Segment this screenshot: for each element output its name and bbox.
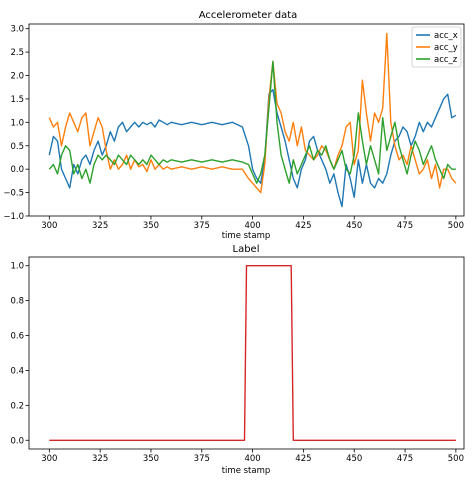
x-tick-label: 325 — [92, 221, 108, 231]
y-tick-label: 0.0 — [10, 436, 24, 446]
x-tick-label: 400 — [244, 454, 260, 464]
series-lines — [49, 265, 456, 441]
y-tick-label: 0.2 — [10, 401, 24, 411]
x-tick-label: 400 — [244, 221, 260, 231]
x-tick-label: 425 — [295, 221, 311, 231]
legend-box — [411, 26, 462, 68]
y-tick-label: 3.0 — [10, 25, 24, 35]
x-tick-label: 425 — [295, 454, 311, 464]
legend: acc_x acc_y acc_z — [411, 26, 462, 68]
x-ticks: 300 325 350 375 400 425 450 475 500 — [41, 449, 464, 464]
legend-label-acc_z: acc_z — [434, 55, 458, 65]
series-lines — [48, 32, 457, 208]
series-line-series-0 — [49, 265, 456, 441]
y-tick-label: 0.4 — [10, 366, 24, 376]
x-tick-label: 325 — [92, 454, 108, 464]
y-tick-label: 0.5 — [10, 142, 24, 152]
x-axis-label: time stamp — [222, 466, 271, 476]
y-tick-label: 0.8 — [10, 297, 24, 307]
x-tick-label: 375 — [194, 221, 210, 231]
plot-frame — [28, 23, 465, 217]
x-axis-label: time stamp — [222, 231, 271, 241]
x-tick-label: 500 — [448, 454, 464, 464]
y-tick-label: 1.5 — [10, 95, 24, 105]
legend-label-acc_x: acc_x — [434, 31, 458, 41]
y-tick-label: 0.6 — [10, 332, 24, 342]
plot-frame — [28, 256, 465, 450]
y-tick-label: −0.5 — [3, 189, 24, 199]
y-tick-label: 0.0 — [10, 165, 24, 175]
y-tick-label: −1.0 — [3, 212, 24, 222]
y-tick-label: 2.0 — [10, 72, 24, 82]
x-tick-label: 375 — [194, 454, 210, 464]
chart-title: Label — [233, 244, 260, 255]
chart-title: Accelerometer data — [199, 10, 298, 21]
x-tick-label: 475 — [397, 454, 413, 464]
x-ticks: 300 325 350 375 400 425 450 475 500 — [41, 216, 464, 231]
y-ticks: 0.0 0.2 0.4 0.6 0.8 1.0 — [10, 262, 29, 446]
x-tick-label: 500 — [448, 221, 464, 231]
x-tick-label: 300 — [41, 221, 57, 231]
x-tick-label: 450 — [346, 221, 362, 231]
y-tick-label: 2.5 — [10, 48, 24, 58]
accelerometer-chart: Accelerometer data 300 325 350 375 400 425 450… — [3, 10, 465, 241]
x-tick-label: 475 — [397, 221, 413, 231]
x-tick-label: 300 — [41, 454, 57, 464]
x-tick-label: 350 — [143, 221, 159, 231]
series-line-acc_z — [48, 60, 456, 184]
x-tick-label: 350 — [143, 454, 159, 464]
label-chart: Label 300 325 350 375 400 425 450 475 500 0.0 0.2… — [10, 244, 465, 476]
y-tick-label: 1.0 — [10, 118, 24, 128]
y-ticks: −1.0 −0.5 0.0 0.5 1.0 1.5 2.0 2.5 3.0 — [3, 25, 29, 222]
y-tick-label: 1.0 — [10, 262, 24, 272]
x-tick-label: 450 — [346, 454, 362, 464]
legend-label-acc_y: acc_y — [434, 43, 458, 53]
